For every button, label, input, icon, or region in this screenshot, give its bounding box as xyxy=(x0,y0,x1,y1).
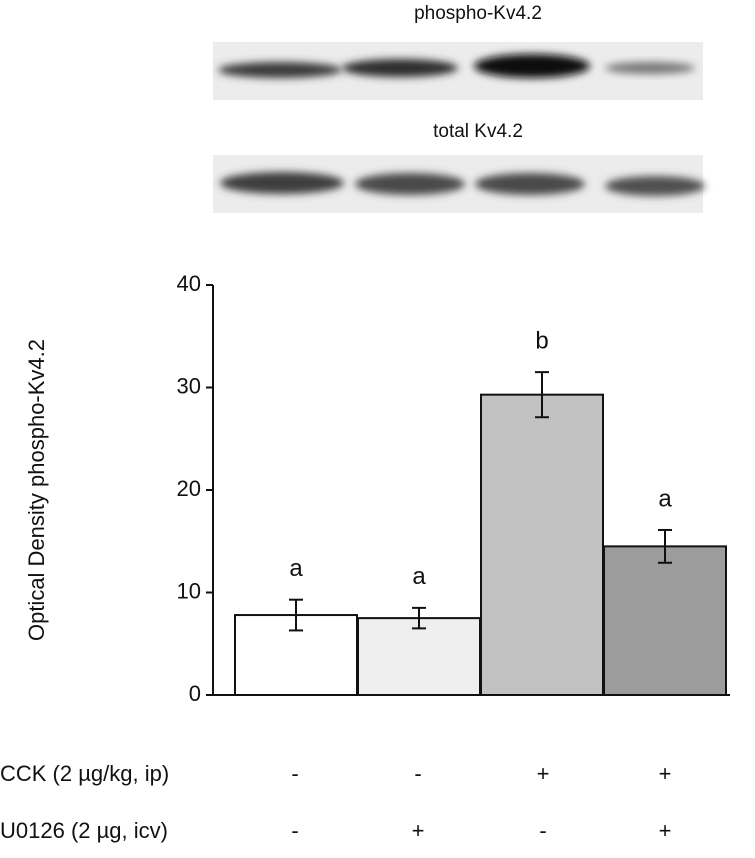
treatment-sign: + xyxy=(537,761,550,786)
treatment-sign: - xyxy=(539,818,546,843)
bar xyxy=(603,545,727,696)
treatment-sign: - xyxy=(291,761,298,786)
treatment-sign: + xyxy=(412,818,425,843)
significance-letter: b xyxy=(535,327,548,354)
treatment-sign: - xyxy=(414,761,421,786)
bar xyxy=(357,617,481,696)
treatment-sign: - xyxy=(291,818,298,843)
treatment-sign: + xyxy=(659,761,672,786)
blot-label: phospho-Kv4.2 xyxy=(414,3,542,24)
significance-letter: a xyxy=(289,555,303,582)
treatment-sign: + xyxy=(659,818,672,843)
y-tick-label: 30 xyxy=(177,373,201,398)
blot-label: total Kv4.2 xyxy=(433,121,523,142)
blot-total xyxy=(213,155,705,213)
blot-phospho xyxy=(213,42,703,100)
treatment-name: CCK (2 µg/kg, ip) xyxy=(0,761,169,786)
significance-letter: a xyxy=(412,563,426,590)
significance-letter: a xyxy=(658,485,672,512)
treatment-name: U0126 (2 µg, icv) xyxy=(0,818,168,843)
bar xyxy=(480,393,604,696)
y-axis-label: Optical Density phospho-Kv4.2 xyxy=(24,339,49,641)
y-tick-label: 40 xyxy=(177,271,201,296)
y-tick-label: 10 xyxy=(177,578,201,603)
y-tick-label: 20 xyxy=(177,476,201,501)
y-tick-label: 0 xyxy=(189,681,201,706)
